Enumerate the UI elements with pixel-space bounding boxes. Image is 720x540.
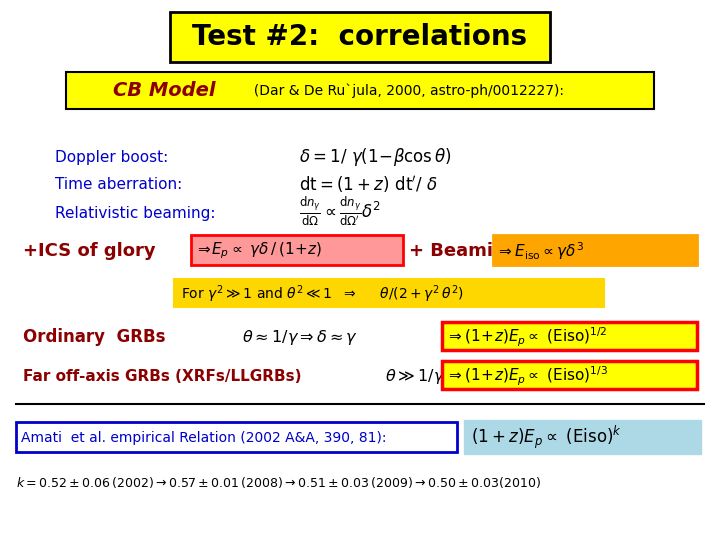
Text: Far off-axis GRBs (XRFs/LLGRBs): Far off-axis GRBs (XRFs/LLGRBs) — [23, 369, 302, 384]
Text: Doppler boost:: Doppler boost: — [55, 150, 168, 165]
Text: Ordinary  GRBs: Ordinary GRBs — [23, 328, 166, 346]
Text: $\theta \approx 1/\gamma \Rightarrow \delta \approx \gamma$: $\theta \approx 1/\gamma \Rightarrow \de… — [242, 328, 357, 347]
FancyBboxPatch shape — [192, 235, 403, 265]
FancyBboxPatch shape — [443, 361, 697, 389]
Text: For $\gamma^2 \gg 1$ and $\theta^2 \ll 1$  $\Rightarrow$     $\theta/(2+\gamma^2: For $\gamma^2 \gg 1$ and $\theta^2 \ll 1… — [181, 284, 464, 305]
Text: $(1+z)E_p \propto\ (\mathrm{Eiso})^k$: $(1+z)E_p \propto\ (\mathrm{Eiso})^k$ — [471, 424, 622, 451]
FancyBboxPatch shape — [464, 421, 701, 454]
Text: + Beaming: + Beaming — [409, 242, 518, 260]
FancyBboxPatch shape — [170, 12, 550, 62]
Text: $\mathrm{dt} = (1+z)\ \mathrm{dt'}/\ \delta$: $\mathrm{dt} = (1+z)\ \mathrm{dt'}/\ \de… — [299, 173, 438, 194]
Text: $\Rightarrow E_\mathrm{iso} \propto \gamma\delta^3$: $\Rightarrow E_\mathrm{iso} \propto \gam… — [496, 240, 585, 262]
FancyBboxPatch shape — [443, 322, 697, 349]
FancyBboxPatch shape — [16, 422, 456, 451]
Text: $\Rightarrow\!E_p \propto\ \gamma\delta\,/\,(1\!+\!z)$: $\Rightarrow\!E_p \propto\ \gamma\delta\… — [195, 241, 323, 261]
Text: +ICS of glory: +ICS of glory — [23, 242, 156, 260]
Text: Time aberration:: Time aberration: — [55, 177, 182, 192]
Text: $\delta = 1/\ \gamma(1\!-\!\beta\cos\theta)$: $\delta = 1/\ \gamma(1\!-\!\beta\cos\the… — [299, 146, 451, 168]
Text: $\theta \gg 1/\gamma$: $\theta \gg 1/\gamma$ — [385, 367, 446, 386]
Text: (Dar & De Ru`jula, 2000, astro-ph/0012227):: (Dar & De Ru`jula, 2000, astro-ph/001222… — [246, 83, 564, 98]
Text: Test #2:  correlations: Test #2: correlations — [192, 23, 528, 51]
Text: $\Rightarrow (1\!+\!z)E_p \propto\ (\mathrm{Eiso})^{1/3}$: $\Rightarrow (1\!+\!z)E_p \propto\ (\mat… — [446, 364, 608, 388]
FancyBboxPatch shape — [174, 279, 604, 307]
FancyBboxPatch shape — [66, 72, 654, 109]
Text: $\frac{\mathrm{d}n_\gamma}{\mathrm{d}\Omega} \propto \frac{\mathrm{d}n_\gamma}{\: $\frac{\mathrm{d}n_\gamma}{\mathrm{d}\Om… — [299, 194, 381, 227]
Text: CB Model: CB Model — [112, 81, 215, 100]
Text: Relativistic beaming:: Relativistic beaming: — [55, 206, 216, 221]
Text: $k = 0.52 \pm 0.06\,(2002) \rightarrow 0.57 \pm 0.01\,(2008) \rightarrow 0.51 \p: $k = 0.52 \pm 0.06\,(2002) \rightarrow 0… — [16, 475, 541, 490]
Text: Amati  et al. empirical Relation (2002 A&A, 390, 81):: Amati et al. empirical Relation (2002 A&… — [22, 430, 387, 444]
FancyBboxPatch shape — [492, 235, 697, 265]
Text: $\Rightarrow (1\!+\!z)E_p \propto\ (\mathrm{Eiso})^{1/2}$: $\Rightarrow (1\!+\!z)E_p \propto\ (\mat… — [446, 326, 608, 349]
